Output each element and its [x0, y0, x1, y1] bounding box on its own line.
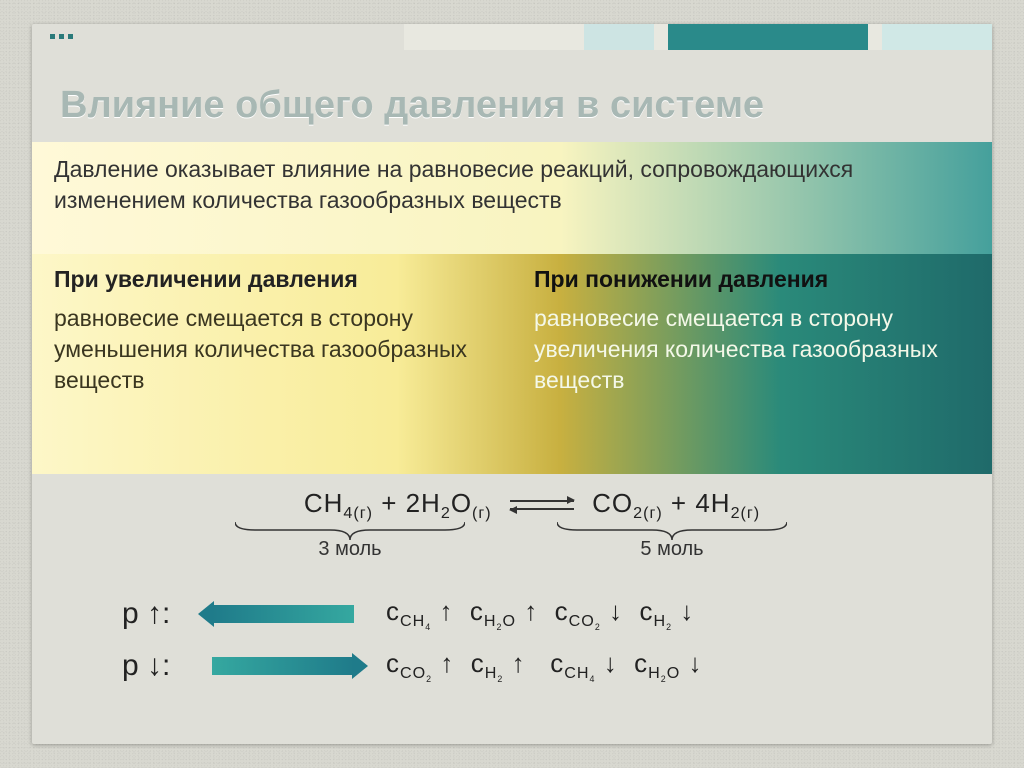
- shift-right-arrow-icon: [198, 653, 368, 679]
- result-row-pressure-down: p ↓: cCO2 ↑ cH2 ↑ cCH4 ↓ cH2O ↓: [122, 648, 972, 684]
- corner-dots-icon: [50, 34, 73, 39]
- brace-left: 3 моль: [235, 522, 465, 561]
- equation-zone: CH4(г) + 2H2O(г) CO2(г) + 4H2(г) 3 моль …: [32, 480, 992, 744]
- equation-right: CO2(г) + 4H2(г): [592, 488, 760, 523]
- column-body: равновесие смещается в сторону уменьшени…: [54, 303, 490, 396]
- moles-right: 5 моль: [557, 538, 787, 561]
- brace-right: 5 моль: [557, 522, 787, 561]
- column-body: равновесие смещается в сторону увеличени…: [534, 303, 970, 396]
- concentration-changes: cCO2 ↑ cH2 ↑ cCH4 ↓ cH2O ↓: [386, 648, 972, 684]
- intro-text: Давление оказывает влияние на равновесие…: [32, 142, 992, 254]
- column-increase-pressure: При увеличении давления равновесие смеща…: [32, 254, 512, 474]
- equation-line: CH4(г) + 2H2O(г) CO2(г) + 4H2(г): [212, 488, 852, 523]
- moles-left: 3 моль: [235, 538, 465, 561]
- column-decrease-pressure: При понижении давления равновесие смещае…: [512, 254, 992, 474]
- pressure-label: p ↓:: [122, 649, 192, 683]
- equilibrium-arrows-icon: [510, 496, 574, 514]
- slide-title: Влияние общего давления в системе: [60, 84, 764, 127]
- equation-left: CH4(г) + 2H2O(г): [304, 488, 492, 523]
- column-heading: При увеличении давления: [54, 266, 490, 293]
- concentration-changes: cCH4 ↑ cH2O ↑ cCO2 ↓ cH2 ↓: [386, 596, 972, 632]
- top-decoration: [32, 24, 992, 80]
- column-heading: При понижении давления: [534, 266, 970, 293]
- two-column-band: При увеличении давления равновесие смеща…: [32, 254, 992, 474]
- shift-left-arrow-icon: [198, 601, 368, 627]
- slide: Влияние общего давления в системе Давлен…: [32, 24, 992, 744]
- header-bars: [404, 24, 992, 50]
- pressure-label: p ↑:: [122, 597, 192, 631]
- result-row-pressure-up: p ↑: cCH4 ↑ cH2O ↑ cCO2 ↓ cH2 ↓: [122, 596, 972, 632]
